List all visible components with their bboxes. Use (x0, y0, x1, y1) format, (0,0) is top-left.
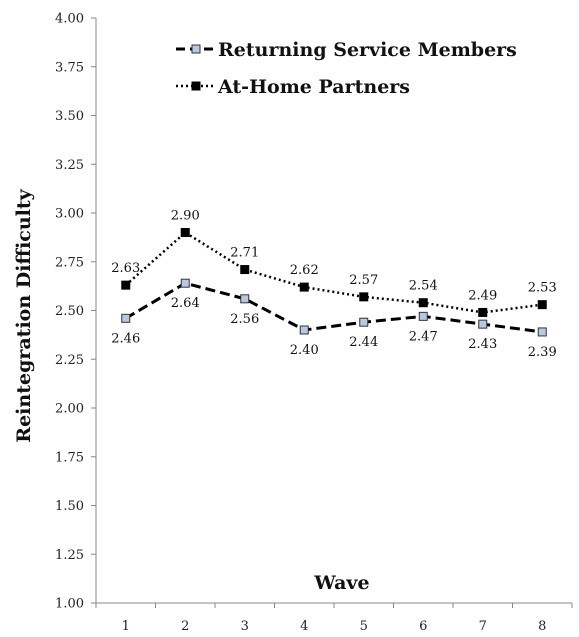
data-point-at-home-partners (359, 292, 369, 302)
series-line-at-home-partners (124, 230, 543, 314)
data-label-returning-service-members: 2.40 (290, 343, 319, 358)
legend-marker-returning (191, 44, 201, 54)
x-tick-label: 1 (122, 619, 130, 634)
data-label-returning-service-members: 2.64 (171, 296, 200, 311)
y-axis-title: Reintegration Difficulty (13, 188, 35, 442)
legend-item-returning-service-members: Returning Service Members (176, 39, 517, 61)
data-point-returning-service-members (240, 294, 250, 304)
y-tick-label: 1.75 (55, 450, 84, 465)
y-ticks: 1.00 1.25 1.50 1.75 2.00 2.25 2.50 2.75 3.00 3.25… (55, 12, 96, 612)
data-point-at-home-partners (478, 307, 488, 317)
x-axis-title: Wave (313, 572, 369, 594)
data-label-returning-service-members: 2.39 (528, 345, 557, 360)
x-tick-label: 4 (300, 619, 308, 634)
data-point-returning-service-members (299, 325, 309, 335)
legend: Returning Service Members At-Home Partne… (176, 39, 517, 98)
data-point-at-home-partners (537, 300, 547, 310)
data-label-returning-service-members: 2.44 (349, 335, 378, 350)
data-point-at-home-partners (418, 298, 428, 308)
data-label-at-home-partners: 2.63 (111, 261, 140, 276)
data-label-at-home-partners: 2.57 (349, 273, 378, 288)
data-label-at-home-partners: 2.90 (171, 209, 200, 224)
y-tick-label: 1.00 (55, 597, 84, 612)
data-labels: 2.46 2.64 2.56 2.40 2.44 2.47 2.43 2.39 2.63 2.90… (111, 209, 556, 360)
x-ticks: 1 2 3 4 5 6 7 8 (95, 603, 573, 634)
data-point-at-home-partners (240, 265, 250, 275)
y-tick-label: 3.50 (55, 109, 84, 124)
data-point-returning-service-members (478, 319, 488, 329)
y-tick-label: 4.00 (55, 12, 84, 27)
series-layer (121, 228, 547, 337)
data-point-at-home-partners (121, 280, 131, 290)
data-label-at-home-partners: 2.49 (468, 288, 497, 303)
legend-item-at-home-partners: At-Home Partners (176, 76, 410, 98)
series-line-returning-service-members (124, 281, 543, 334)
legend-label-partners: At-Home Partners (217, 76, 410, 98)
data-label-at-home-partners: 2.71 (230, 246, 259, 261)
data-label-at-home-partners: 2.53 (528, 281, 557, 296)
x-tick-label: 5 (360, 619, 368, 634)
y-tick-label: 2.50 (55, 304, 84, 319)
data-point-at-home-partners (180, 228, 190, 237)
x-tick-label: 3 (241, 619, 249, 634)
x-tick-label: 6 (419, 619, 427, 634)
y-tick-label: 3.75 (55, 60, 84, 75)
data-label-returning-service-members: 2.47 (409, 329, 438, 344)
y-tick-label: 2.00 (55, 402, 84, 417)
y-tick-label: 3.00 (55, 207, 84, 222)
data-label-returning-service-members: 2.56 (230, 312, 259, 327)
data-point-returning-service-members (121, 313, 131, 323)
y-tick-label: 1.25 (55, 548, 84, 563)
y-tick-label: 2.75 (55, 255, 84, 270)
data-label-returning-service-members: 2.46 (111, 331, 140, 346)
data-label-at-home-partners: 2.62 (290, 263, 319, 278)
data-point-at-home-partners (299, 282, 309, 292)
y-tick-label: 3.25 (55, 158, 84, 173)
legend-label-returning: Returning Service Members (218, 39, 517, 61)
x-tick-label: 7 (479, 619, 487, 634)
legend-marker-partners (191, 81, 201, 91)
y-tick-label: 2.25 (55, 353, 84, 368)
axes (95, 18, 572, 604)
data-point-returning-service-members (537, 327, 547, 337)
x-tick-label: 8 (538, 619, 546, 634)
data-point-returning-service-members (180, 278, 190, 288)
x-tick-label: 2 (181, 619, 189, 634)
data-label-at-home-partners: 2.54 (409, 279, 438, 294)
data-point-returning-service-members (418, 311, 428, 321)
data-point-returning-service-members (359, 317, 369, 327)
data-label-returning-service-members: 2.43 (468, 337, 497, 352)
y-tick-label: 1.50 (55, 499, 84, 514)
